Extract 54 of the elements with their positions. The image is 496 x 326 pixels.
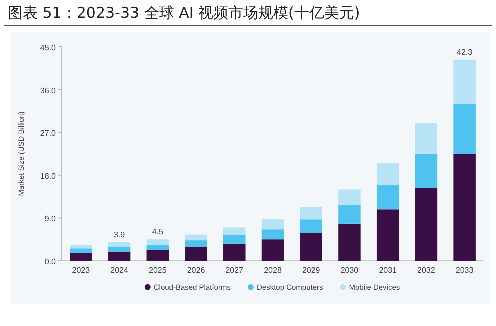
bar bbox=[262, 220, 284, 230]
bar bbox=[415, 154, 438, 188]
x-tick-label: 2029 bbox=[302, 266, 321, 275]
bar bbox=[185, 240, 208, 248]
x-tick-label: 2027 bbox=[226, 266, 244, 275]
bar bbox=[70, 248, 92, 254]
bar bbox=[224, 244, 246, 261]
x-tick-label: 2032 bbox=[418, 266, 436, 275]
bar bbox=[415, 188, 438, 261]
x-tick-label: 2026 bbox=[187, 266, 206, 275]
bar bbox=[108, 246, 131, 252]
bar bbox=[224, 228, 246, 236]
bar bbox=[338, 190, 361, 206]
bar bbox=[454, 154, 476, 261]
total-label: 42.3 bbox=[457, 48, 474, 57]
bar bbox=[185, 247, 208, 261]
x-tick-label: 2024 bbox=[110, 266, 129, 275]
bar bbox=[70, 253, 92, 261]
total-label: 4.5 bbox=[152, 228, 164, 237]
x-tick-label: 2033 bbox=[456, 266, 474, 275]
bar bbox=[376, 210, 400, 261]
bar bbox=[376, 185, 400, 210]
bar bbox=[300, 233, 322, 261]
bar bbox=[146, 244, 170, 250]
y-tick-label: 36.0 bbox=[40, 86, 57, 96]
bar bbox=[108, 252, 131, 261]
bar bbox=[376, 164, 400, 186]
bar bbox=[108, 242, 131, 247]
bar bbox=[146, 240, 170, 245]
bar bbox=[146, 250, 170, 261]
bar bbox=[70, 245, 92, 249]
bar bbox=[185, 234, 208, 241]
y-tick-label: 9.0 bbox=[44, 214, 57, 224]
bar bbox=[262, 240, 284, 261]
bar bbox=[454, 60, 476, 104]
total-label: 3.9 bbox=[114, 230, 126, 240]
bar bbox=[338, 205, 361, 224]
bar bbox=[415, 123, 438, 154]
x-tick-label: 2025 bbox=[149, 266, 168, 275]
bar bbox=[300, 207, 322, 220]
y-tick-label: 27.0 bbox=[40, 129, 57, 138]
bar bbox=[338, 224, 361, 261]
y-tick-label: 18.0 bbox=[40, 172, 57, 181]
bar bbox=[454, 104, 476, 154]
title: 图表 51：2023-33 全球 AI 视频市场规模(十亿美元) bbox=[8, 4, 360, 22]
bar bbox=[224, 235, 246, 244]
bar bbox=[300, 220, 322, 234]
y-tick-label: 0.0 bbox=[44, 258, 57, 266]
x-tick-label: 2028 bbox=[264, 266, 282, 275]
x-tick-label: 2030 bbox=[340, 266, 360, 275]
x-tick-label: 2031 bbox=[379, 266, 398, 275]
y-tick-label: 45.0 bbox=[40, 44, 57, 52]
bar bbox=[262, 230, 284, 240]
x-tick-label: 2023 bbox=[72, 266, 91, 275]
